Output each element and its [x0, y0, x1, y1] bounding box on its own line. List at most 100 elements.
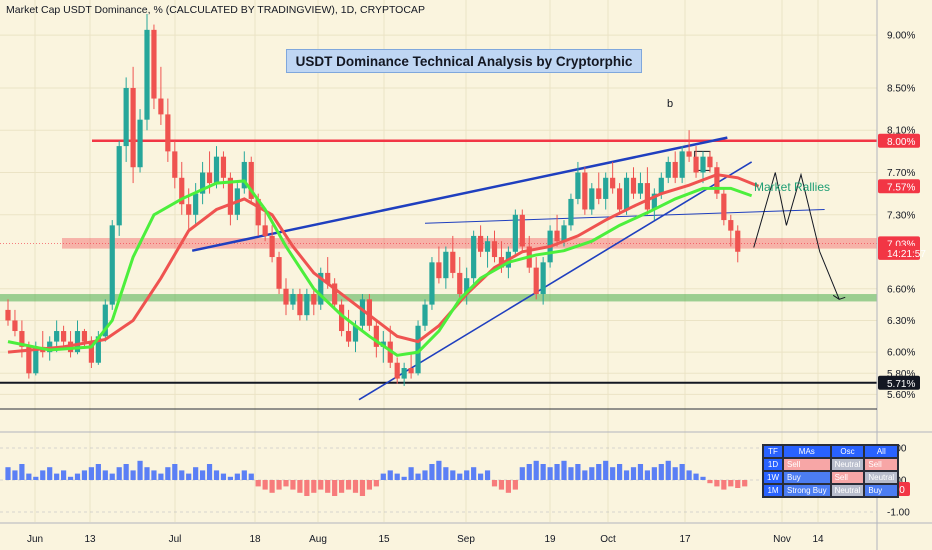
oscillator-bar: [623, 470, 630, 480]
oscillator-bar: [366, 480, 372, 490]
oscillator-bar: [617, 464, 623, 480]
oscillator-bar: [255, 480, 261, 487]
table-cell-osc: Neutral: [831, 459, 864, 470]
table-header-tf: TF: [764, 446, 782, 457]
candle-body: [200, 172, 206, 194]
x-tick-label: Sep: [457, 534, 475, 545]
candle-body: [276, 257, 282, 289]
oscillator-bar: [26, 473, 32, 480]
chart-header: Market Cap USDT Dominance, % (CALCULATED…: [6, 4, 425, 16]
candle-body: [26, 346, 32, 374]
oscillator-bar: [589, 467, 595, 480]
candle-body: [33, 346, 39, 374]
oscillator-bar: [304, 480, 310, 496]
candle-body: [54, 331, 60, 342]
candle-body: [109, 225, 115, 305]
candle-body: [443, 251, 449, 279]
candle-body: [220, 156, 227, 178]
oscillator-bar: [672, 467, 678, 480]
wedge-upper-trendline: [191, 136, 728, 252]
x-tick-label: 19: [544, 534, 556, 545]
price-label: 14:21:57: [887, 249, 926, 260]
candle-body: [290, 294, 296, 305]
candle-body: [144, 29, 150, 120]
oscillator-bar: [401, 476, 407, 480]
oscillator-bar: [387, 470, 393, 480]
candle-body: [193, 193, 199, 215]
oscillator-bar: [373, 480, 379, 487]
oscillator-bar: [505, 480, 511, 493]
oscillator-bar: [735, 480, 741, 488]
oscillator-bar: [478, 473, 484, 480]
oscillator-bar: [651, 467, 657, 480]
candle-body: [359, 299, 366, 326]
price-label-bg: [878, 179, 920, 194]
table-header-osc: Osc: [831, 446, 864, 457]
candle-body: [617, 188, 623, 210]
oscillator-bar: [213, 470, 220, 480]
candle-body: [714, 167, 720, 194]
oscillator-bar: [380, 473, 386, 480]
candle-body: [318, 272, 324, 305]
table-cell-mas: Strong Buy: [784, 485, 830, 496]
table-cell-osc: Sell: [831, 472, 864, 483]
candle-body: [533, 267, 539, 295]
price-label: 7.57%: [887, 182, 915, 193]
y-tick-label: 8.50%: [887, 83, 915, 94]
technical-summary-table: TF MAs Osc All 1D Sell Neutral Sell 1W B…: [762, 444, 900, 498]
oscillator-bar: [54, 473, 60, 480]
table-cell-mas: Buy: [784, 472, 830, 483]
candle-body: [165, 114, 171, 152]
candle-body: [325, 272, 331, 284]
oscillator-bar: [193, 467, 199, 480]
candle-body: [728, 220, 734, 231]
candle-body: [575, 172, 581, 199]
candle-body: [596, 188, 602, 199]
candle-body: [345, 331, 352, 342]
oscillator-bar: [436, 460, 442, 480]
candle-body: [137, 119, 143, 168]
y-tick-label: 6.00%: [887, 348, 915, 359]
x-tick-label: Jul: [169, 534, 182, 545]
candle-body: [651, 193, 657, 210]
table-row-tf: 1M: [764, 485, 782, 496]
oscillator-bar: [40, 470, 46, 480]
x-tick-label: Nov: [773, 534, 791, 545]
candle-body: [665, 161, 671, 178]
candle-body: [478, 235, 484, 252]
oscillator-bar: [19, 464, 25, 480]
candle-body: [297, 294, 303, 316]
table-header-mas: MAs: [784, 446, 830, 457]
oscillator-bar: [533, 460, 539, 480]
oscillator-bar: [575, 464, 581, 480]
candle-body: [561, 225, 567, 242]
candle-body: [707, 156, 713, 168]
oscillator-bar: [498, 480, 505, 490]
oscillator-bar: [422, 470, 428, 480]
oscillator-bar: [88, 467, 94, 480]
resistance-zone: [62, 238, 877, 249]
price-label-bg: [878, 245, 920, 260]
oscillator-bar: [540, 464, 546, 480]
oscillator-bar: [637, 464, 644, 480]
oscillator-bar: [679, 464, 685, 480]
candle-body: [255, 198, 261, 226]
candle-body: [686, 151, 692, 157]
oscillator-bar: [262, 480, 268, 490]
oscillator-tick-label: -1.00: [887, 508, 910, 519]
candle-body: [102, 304, 108, 337]
candle-body: [464, 278, 470, 295]
candle-body: [540, 262, 546, 295]
x-tick-label: 15: [378, 534, 390, 545]
candle-body: [172, 151, 178, 178]
oscillator-bar: [554, 464, 560, 480]
oscillator-bar: [290, 480, 296, 490]
y-tick-label: 7.70%: [887, 168, 915, 179]
candle-body: [5, 309, 11, 321]
oscillator-bar: [311, 480, 317, 493]
candle-body: [422, 304, 428, 326]
candle-body: [672, 161, 678, 178]
candle-body: [352, 325, 359, 342]
candle-body: [213, 156, 220, 184]
candle-body: [88, 341, 94, 363]
